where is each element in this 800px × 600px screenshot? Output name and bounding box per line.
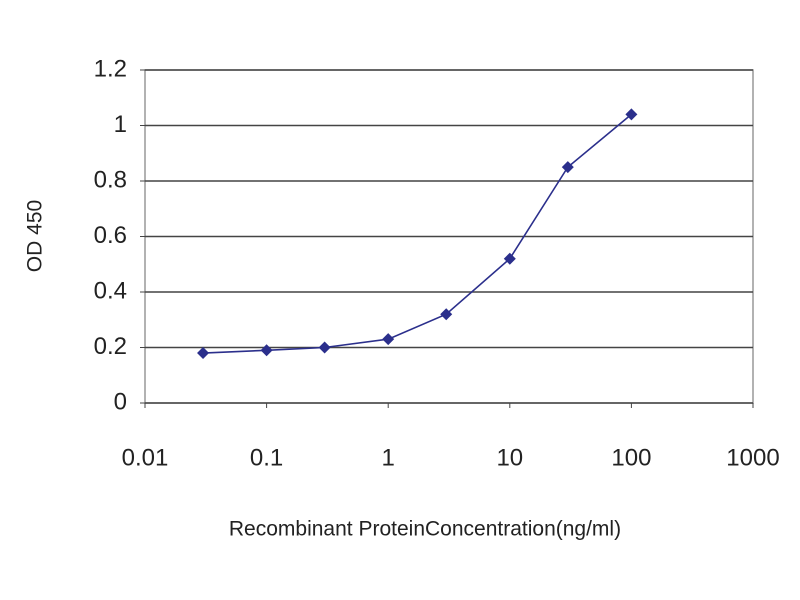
data-point: [197, 347, 210, 360]
data-point: [561, 161, 574, 174]
y-tick-label: 0.4: [94, 277, 127, 304]
x-tick-label: 100: [611, 444, 651, 471]
x-axis-title: Recombinant ProteinConcentration(ng/ml): [229, 518, 621, 541]
data-line: [202, 113, 632, 354]
data-point: [260, 344, 273, 357]
data-point: [503, 252, 516, 265]
data-point: [625, 108, 638, 121]
y-tick-label: 0.6: [94, 222, 127, 249]
data-point: [382, 333, 395, 346]
x-tick-label: 1: [382, 444, 395, 471]
data-point: [318, 341, 331, 354]
y-tick-label: 0.2: [94, 333, 127, 360]
x-tick-label: 0.1: [250, 444, 283, 471]
y-tick-label: 1.2: [94, 55, 127, 82]
y-axis-title: OD 450: [24, 200, 47, 272]
x-tick-label: 10: [496, 444, 523, 471]
y-tick-label: 0.8: [94, 166, 127, 193]
data-point: [440, 308, 453, 321]
x-tick-label: 1000: [726, 444, 779, 471]
x-tick-label: 0.01: [122, 444, 169, 471]
y-tick-label: 0: [114, 388, 127, 415]
y-tick-label: 1: [114, 111, 127, 138]
